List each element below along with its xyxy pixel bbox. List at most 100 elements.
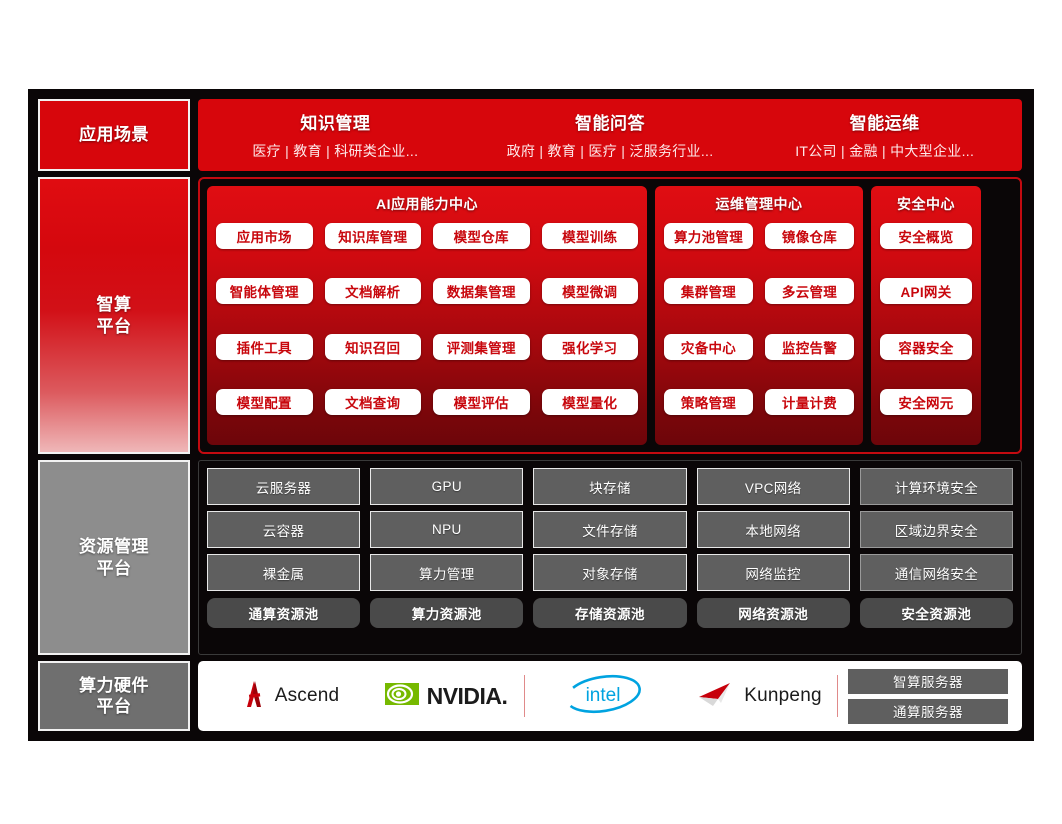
scenario-cell-knowledge-management[interactable]: 知识管理 医疗 | 教育 | 科研类企业...	[198, 109, 473, 161]
pill-knowledge-recall[interactable]: 知识召回	[324, 333, 421, 360]
res-box-vpc-network[interactable]: VPC网络	[696, 468, 850, 505]
layer-label-text: 应用场景	[79, 125, 149, 145]
resource-column-ai-compute: GPU NPU 算力管理 算力资源池	[370, 468, 524, 647]
pill-agent-management[interactable]: 智能体管理	[216, 278, 313, 305]
layer-label-smart-computing-platform: 智算 平台	[38, 177, 190, 454]
card-title: 运维管理中心	[715, 196, 803, 212]
pill-reinforcement-learning[interactable]: 强化学习	[541, 333, 638, 360]
ascend-logo-icon	[241, 679, 267, 714]
pill-multicloud-management[interactable]: 多云管理	[765, 278, 854, 305]
layer-label-line1: 资源管理	[79, 537, 149, 557]
pill-api-gateway[interactable]: API网关	[880, 278, 972, 305]
application-scenarios-row: 应用场景 知识管理 医疗 | 教育 | 科研类企业... 智能问答 政府 | 教…	[38, 99, 1022, 171]
res-box-zone-boundary-security[interactable]: 区域边界安全	[859, 511, 1014, 548]
pill-evaluation-set-management[interactable]: 评测集管理	[433, 333, 530, 360]
pill-model-training[interactable]: 模型训练	[541, 223, 638, 249]
security-center-grid: 安全概览 API网关 容器安全 安全网元	[880, 223, 972, 435]
pill-plugin-tools[interactable]: 插件工具	[216, 333, 313, 360]
pill-policy-management[interactable]: 策略管理	[664, 388, 753, 415]
nvidia-logo-icon	[384, 681, 419, 712]
res-pool-security[interactable]: 安全资源池	[859, 598, 1014, 628]
kunpeng-logo-icon	[696, 679, 736, 714]
logo-divider	[524, 675, 525, 717]
res-pool-ai-compute[interactable]: 算力资源池	[370, 598, 524, 628]
vendor-kunpeng[interactable]: Kunpeng	[681, 679, 837, 714]
pill-document-query[interactable]: 文档查询	[324, 388, 421, 415]
vendor-ascend[interactable]: Ascend	[212, 679, 368, 714]
vendor-name: Kunpeng	[744, 685, 822, 706]
res-box-cloud-container[interactable]: 云容器	[207, 511, 361, 548]
res-box-compute-management[interactable]: 算力管理	[370, 554, 524, 591]
res-box-cloud-server[interactable]: 云服务器	[207, 468, 361, 505]
vendor-name: NVIDIA.	[426, 682, 508, 709]
res-pool-network[interactable]: 网络资源池	[696, 598, 850, 628]
pill-model-configuration[interactable]: 模型配置	[216, 388, 313, 415]
pill-security-network-element[interactable]: 安全网元	[880, 388, 972, 415]
layer-label-resource-management-platform: 资源管理 平台	[38, 460, 190, 655]
pill-knowledge-base-management[interactable]: 知识库管理	[324, 223, 421, 249]
card-ai-capability-center: AI应用能力中心 应用市场 知识库管理 模型仓库 模型训练 智能体管理 文档解析…	[207, 186, 647, 445]
pill-dataset-management[interactable]: 数据集管理	[433, 278, 530, 305]
architecture-frame: 应用场景 知识管理 医疗 | 教育 | 科研类企业... 智能问答 政府 | 教…	[28, 89, 1034, 741]
server-button-general-compute[interactable]: 通算服务器	[848, 698, 1008, 724]
pill-security-overview[interactable]: 安全概览	[880, 223, 972, 249]
res-pool-general-compute[interactable]: 通算资源池	[207, 598, 361, 628]
res-box-file-storage[interactable]: 文件存储	[533, 511, 687, 548]
pill-model-repository[interactable]: 模型仓库	[433, 223, 530, 249]
res-box-network-monitoring[interactable]: 网络监控	[696, 554, 850, 591]
res-box-gpu[interactable]: GPU	[370, 468, 524, 505]
scenario-title: 知识管理	[300, 114, 371, 133]
pill-model-evaluation[interactable]: 模型评估	[433, 388, 530, 415]
res-box-object-storage[interactable]: 对象存储	[533, 554, 687, 591]
scenario-subtitle: 医疗 | 教育 | 科研类企业...	[252, 143, 419, 159]
hardware-platform-row: 算力硬件 平台	[38, 661, 1022, 731]
layer-label-application-scenarios: 应用场景	[38, 99, 190, 171]
res-pool-storage[interactable]: 存储资源池	[533, 598, 687, 628]
scenario-cell-intelligent-ops[interactable]: 智能运维 IT公司 | 金融 | 中大型企业...	[747, 109, 1022, 161]
ai-capability-grid: 应用市场 知识库管理 模型仓库 模型训练 智能体管理 文档解析 数据集管理 模型…	[216, 223, 638, 435]
card-title: 安全中心	[897, 196, 955, 212]
resource-columns-container: 云服务器 云容器 裸金属 通算资源池 GPU NPU 算力管理 算力资源池 块存…	[198, 460, 1022, 655]
scenario-cell-intelligent-qa[interactable]: 智能问答 政府 | 教育 | 医疗 | 泛服务行业...	[473, 109, 748, 161]
layer-label-text: 算力硬件 平台	[79, 675, 149, 718]
pill-container-security[interactable]: 容器安全	[880, 333, 972, 360]
pill-app-market[interactable]: 应用市场	[216, 223, 313, 249]
vendor-intel[interactable]: intel	[525, 672, 681, 721]
res-box-communication-network-security[interactable]: 通信网络安全	[859, 554, 1014, 591]
pill-compute-pool-management[interactable]: 算力池管理	[664, 223, 753, 249]
resource-column-storage: 块存储 文件存储 对象存储 存储资源池	[533, 468, 687, 647]
pill-document-parsing[interactable]: 文档解析	[324, 278, 421, 305]
server-button-ai-compute[interactable]: 智算服务器	[848, 668, 1008, 694]
res-box-bare-metal[interactable]: 裸金属	[207, 554, 361, 591]
scenario-title: 智能问答	[575, 114, 645, 133]
platform-cards-container: AI应用能力中心 应用市场 知识库管理 模型仓库 模型训练 智能体管理 文档解析…	[198, 177, 1022, 454]
pill-model-quantization[interactable]: 模型量化	[541, 388, 638, 415]
layer-label-line1: 算力硬件	[79, 675, 149, 695]
pill-monitoring-alerts[interactable]: 监控告警	[765, 333, 854, 360]
vendor-logo-bar: Ascend NVIDIA.	[198, 661, 1022, 731]
intel-logo-icon: intel	[562, 672, 644, 721]
res-box-compute-environment-security[interactable]: 计算环境安全	[859, 468, 1014, 505]
pill-model-finetuning[interactable]: 模型微调	[541, 278, 638, 305]
pill-image-repository[interactable]: 镜像仓库	[765, 223, 854, 249]
layer-label-line2: 平台	[96, 697, 132, 716]
logo-divider	[837, 675, 838, 717]
res-box-npu[interactable]: NPU	[370, 511, 524, 548]
resource-column-security: 计算环境安全 区域边界安全 通信网络安全 安全资源池	[859, 468, 1014, 647]
layer-label-text: 智算 平台	[97, 294, 132, 337]
pill-cluster-management[interactable]: 集群管理	[664, 278, 753, 305]
pill-metering-billing[interactable]: 计量计费	[765, 388, 854, 415]
vendor-nvidia[interactable]: NVIDIA.	[368, 681, 524, 712]
res-box-block-storage[interactable]: 块存储	[533, 468, 687, 505]
server-buttons: 智算服务器 通算服务器	[838, 668, 1008, 724]
smart-computing-platform-row: 智算 平台 AI应用能力中心 应用市场 知识库管理 模型仓库 模型训练 智能体管	[38, 177, 1022, 454]
card-security-center: 安全中心 安全概览 API网关 容器安全 安全网元	[871, 186, 981, 445]
pill-disaster-recovery-center[interactable]: 灾备中心	[664, 333, 753, 360]
scenario-subtitle: IT公司 | 金融 | 中大型企业...	[795, 143, 975, 159]
res-box-local-network[interactable]: 本地网络	[696, 511, 850, 548]
layer-label-text: 资源管理 平台	[79, 536, 149, 579]
layer-label-line2: 平台	[96, 558, 132, 578]
vendor-logos: Ascend NVIDIA.	[212, 672, 838, 721]
hardware-platform-content: Ascend NVIDIA.	[198, 661, 1022, 731]
